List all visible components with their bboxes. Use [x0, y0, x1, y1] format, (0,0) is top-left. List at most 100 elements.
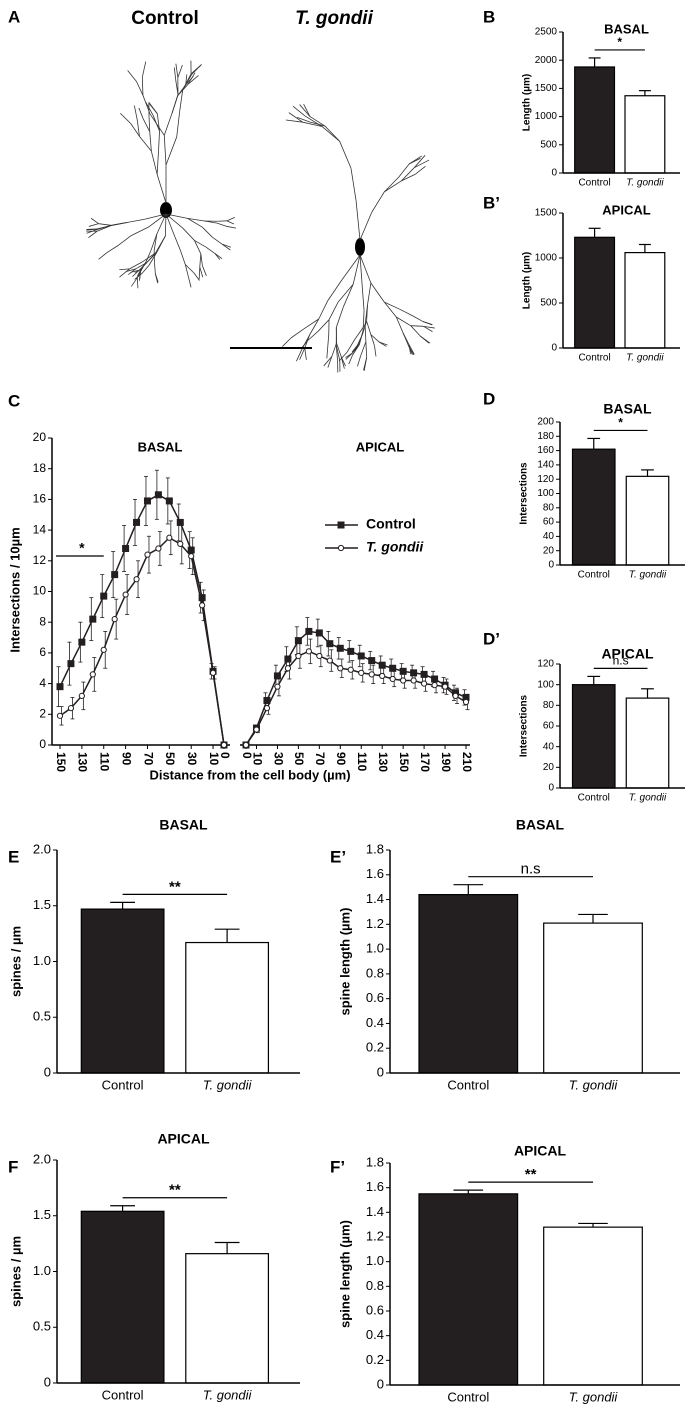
marker [284, 655, 292, 663]
dendrite [145, 249, 152, 262]
dendrite [408, 344, 411, 355]
y-tick-label: 10 [33, 584, 47, 598]
dendrite [88, 223, 99, 227]
marker [274, 683, 281, 690]
dendrite [144, 213, 167, 220]
marker [263, 705, 271, 712]
bar [624, 252, 666, 349]
dendrite [321, 126, 340, 142]
marker [273, 672, 281, 680]
marker [242, 741, 250, 749]
marker [441, 683, 449, 690]
dendrite [340, 356, 346, 367]
x-tick-label: Control [578, 178, 610, 189]
significance-label: ** [525, 1166, 537, 1183]
y-tick-label: 1.0 [366, 1253, 384, 1268]
dendrite [163, 135, 167, 166]
legend-marker [337, 544, 345, 552]
dendrite [138, 107, 144, 119]
dendrite [142, 118, 151, 132]
dendrite [323, 356, 333, 367]
y-tick-label: 0.6 [366, 990, 384, 1005]
y-tick-label: 1000 [535, 253, 558, 264]
y-tick-label: 0.4 [366, 1015, 384, 1030]
dendrite [150, 151, 158, 175]
panel-letter: E’ [330, 847, 346, 866]
y-tick-label: 0 [39, 737, 46, 751]
x-tick-label: 150 [397, 752, 411, 772]
bar [185, 941, 270, 1074]
marker [176, 518, 184, 526]
dendrite [410, 325, 424, 327]
y-tick-label: 0.2 [366, 1040, 384, 1055]
panel-letter: C [8, 391, 20, 410]
dendrite [328, 301, 339, 320]
series-line [59, 493, 225, 746]
bar [543, 1226, 643, 1386]
x-tick-label: T. gondii [569, 1389, 619, 1404]
dendrite [184, 264, 189, 278]
chart-title: APICAL [601, 646, 654, 662]
dendrite [158, 131, 160, 151]
x-tick-label: 0 [218, 752, 232, 759]
dendrite [182, 73, 192, 90]
dendrite [139, 271, 141, 281]
marker [177, 540, 184, 548]
marker [316, 652, 323, 660]
dendrite [357, 355, 362, 367]
dendrite [415, 166, 426, 175]
x-tick-label: 150 [54, 752, 68, 772]
dendrite [302, 121, 323, 127]
y-tick-label: 1.4 [366, 1204, 384, 1219]
marker [347, 647, 355, 655]
y-tick-label: 4 [39, 676, 46, 690]
y-tick-label: 0.8 [366, 1278, 384, 1293]
x-tick-label: 90 [119, 752, 133, 766]
dendrite [423, 325, 435, 329]
subplot-title: BASAL [138, 439, 183, 454]
subplot-title: APICAL [356, 439, 404, 454]
panel-letter: D’ [483, 629, 500, 648]
marker [326, 640, 334, 648]
dendrite [96, 225, 111, 232]
dendrite [352, 254, 361, 285]
dendrite [171, 95, 179, 113]
marker [400, 677, 407, 684]
marker [166, 534, 173, 541]
y-tick-label: 20 [543, 762, 555, 773]
marker [378, 661, 386, 669]
dendrite [335, 345, 338, 361]
y-tick-label: 1000 [535, 111, 558, 122]
x-tick-label: T. gondii [203, 1077, 253, 1092]
y-tick-label: 120 [537, 474, 554, 485]
dendrite [173, 234, 181, 251]
y-tick-label: 60 [543, 721, 555, 732]
dendrite [88, 230, 98, 239]
panel-letter: B’ [483, 193, 500, 212]
dendrite [309, 318, 320, 335]
x-tick-label: Control [102, 1387, 144, 1402]
marker [209, 669, 217, 676]
dendrite [205, 246, 216, 254]
x-tick-label: 110 [98, 752, 112, 772]
y-tick-label: 12 [33, 553, 47, 567]
y-tick-label: 0 [548, 783, 554, 794]
dendrite [177, 64, 183, 78]
dendrite [336, 343, 342, 357]
dendrite [127, 70, 137, 82]
dendrite [86, 228, 98, 230]
significance-label: * [617, 35, 622, 49]
dendrite [119, 268, 130, 271]
chart-title: APICAL [157, 1131, 210, 1147]
marker [133, 518, 141, 526]
dendrite [110, 222, 127, 227]
x-tick-label: 30 [271, 752, 285, 766]
y-tick-label: 40 [543, 741, 555, 752]
dendrite [131, 277, 138, 287]
marker [368, 657, 376, 665]
dendrite [399, 308, 414, 317]
y-tick-label: 0 [44, 1374, 51, 1389]
dendrite [352, 344, 360, 356]
dendrite [364, 324, 367, 342]
dendrite [130, 269, 140, 273]
